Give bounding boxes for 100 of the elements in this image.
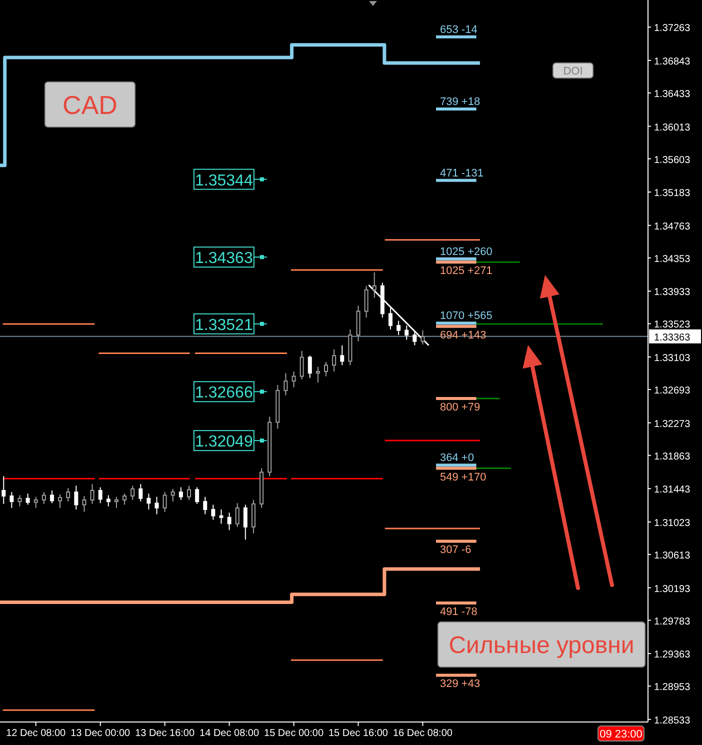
- candlestick: [356, 305, 360, 342]
- y-tick-label: 1.31863: [654, 451, 691, 462]
- annotation: 364 +0: [440, 452, 474, 464]
- point: [260, 322, 264, 326]
- y-tick-label: 1.33103: [654, 353, 691, 364]
- candlestick: [26, 493, 30, 506]
- y-tick-label: 1.31023: [654, 518, 691, 529]
- candlestick: [146, 493, 151, 510]
- annotation: 491 -78: [440, 606, 478, 618]
- candlestick: [340, 344, 344, 366]
- y-tick-label: 1.36843: [654, 56, 691, 68]
- candlestick: [308, 355, 312, 378]
- annotation: 739 +18: [440, 96, 480, 108]
- y-tick-label: 1.34353: [654, 254, 691, 265]
- candlestick: [404, 325, 409, 340]
- candlestick: [396, 320, 401, 336]
- y-tick-label: 1.28533: [654, 715, 691, 726]
- candlestick: [122, 493, 127, 506]
- candlestick: [66, 488, 70, 502]
- y-tick-label: 1.35603: [654, 154, 691, 166]
- point: [260, 177, 264, 182]
- candlestick: [50, 490, 54, 504]
- candlestick: [420, 330, 425, 346]
- annotation: Сильные уровни: [448, 632, 634, 660]
- candlestick: [372, 272, 376, 298]
- candlestick: [203, 496, 208, 515]
- annotation: DOI: [563, 65, 583, 78]
- annotation: 800 +79: [440, 401, 480, 414]
- annotation: 471 -131: [440, 167, 484, 180]
- candlestick: [114, 496, 118, 508]
- candlestick: [162, 492, 167, 512]
- candlestick: [219, 508, 224, 524]
- x-tick-label: 15 Dec 16:00: [328, 728, 388, 739]
- candlestick: [235, 502, 240, 528]
- candlestick: [178, 486, 183, 500]
- candlestick: [90, 484, 94, 504]
- candlestick: [34, 496, 38, 508]
- candlestick: [364, 285, 368, 318]
- candlestick: [42, 492, 46, 504]
- candlestick: [292, 371, 296, 388]
- ref-line-label: 1.33363: [654, 332, 691, 344]
- y-tick-label: 1.32693: [654, 386, 691, 397]
- candlestick: [243, 504, 248, 540]
- y-tick-label: 1.35183: [654, 188, 691, 200]
- x-tick-label: 13 Dec 00:00: [70, 728, 131, 739]
- x-tick-label: 12 Dec 08:00: [6, 728, 66, 739]
- x-tick-label: 16 Dec 08:00: [392, 728, 453, 739]
- candlestick: [211, 504, 216, 520]
- annotation: 653 -14: [440, 24, 478, 36]
- candlestick: [10, 492, 14, 508]
- candlestick: [74, 485, 78, 510]
- data-label: 1.32049: [195, 434, 253, 451]
- candlestick: [251, 499, 256, 534]
- candlestick: [154, 496, 159, 515]
- y-tick-label: 1.29783: [654, 616, 691, 628]
- point: [260, 390, 264, 394]
- point: [260, 438, 264, 443]
- data-label: 1.34363: [195, 250, 253, 268]
- candlestick: [187, 485, 191, 500]
- annotation: 1070 +565: [440, 310, 492, 322]
- point: [260, 255, 264, 260]
- candlestick: [316, 366, 320, 384]
- annotation: 549 +170: [440, 471, 486, 484]
- candlestick: [227, 512, 232, 531]
- x-tick-label: 14 Dec 08:00: [200, 728, 260, 739]
- y-tick-label: 1.37263: [654, 23, 691, 34]
- candlestick: [98, 486, 102, 504]
- y-tick-label: 1.34763: [654, 221, 691, 232]
- candlestick: [82, 496, 86, 512]
- data-label: 1.32666: [195, 384, 253, 402]
- candlestick: [388, 308, 392, 330]
- y-tick-label: 1.30613: [654, 550, 691, 562]
- y-tick-label: 1.33933: [654, 287, 691, 298]
- annotation: 307 -6: [440, 544, 472, 556]
- data-label: 1.33521: [195, 316, 253, 334]
- y-tick-label: 1.36013: [654, 122, 691, 134]
- annotation: 1025 +271: [440, 265, 492, 278]
- candlestick: [324, 362, 328, 377]
- candlestick: [138, 484, 143, 502]
- candlestick: [130, 485, 135, 500]
- x-tick-label: 13 Dec 16:00: [135, 728, 195, 739]
- candlestick: [332, 348, 336, 372]
- candlestick: [106, 494, 110, 507]
- candlestick: [18, 494, 22, 507]
- annotation: 329 +43: [440, 678, 480, 690]
- candlestick: [284, 372, 288, 396]
- x-tick-label: 15 Dec 00:00: [264, 728, 324, 739]
- candlestick: [170, 488, 175, 502]
- candlestick: [58, 494, 62, 508]
- y-tick-label: 1.28953: [654, 682, 691, 694]
- y-tick-label: 1.30193: [654, 584, 691, 595]
- candlestick: [300, 350, 304, 380]
- data-label: 1.35344: [195, 172, 253, 190]
- candlestick: [195, 486, 200, 504]
- y-tick-label: 1.31443: [654, 484, 691, 496]
- y-tick-label: 1.36433: [654, 88, 691, 100]
- y-tick-label: 1.29363: [654, 650, 691, 661]
- annotation: 1025 +260: [440, 246, 492, 258]
- candlestick: [2, 476, 6, 504]
- y-tick-label: 1.32273: [654, 418, 691, 430]
